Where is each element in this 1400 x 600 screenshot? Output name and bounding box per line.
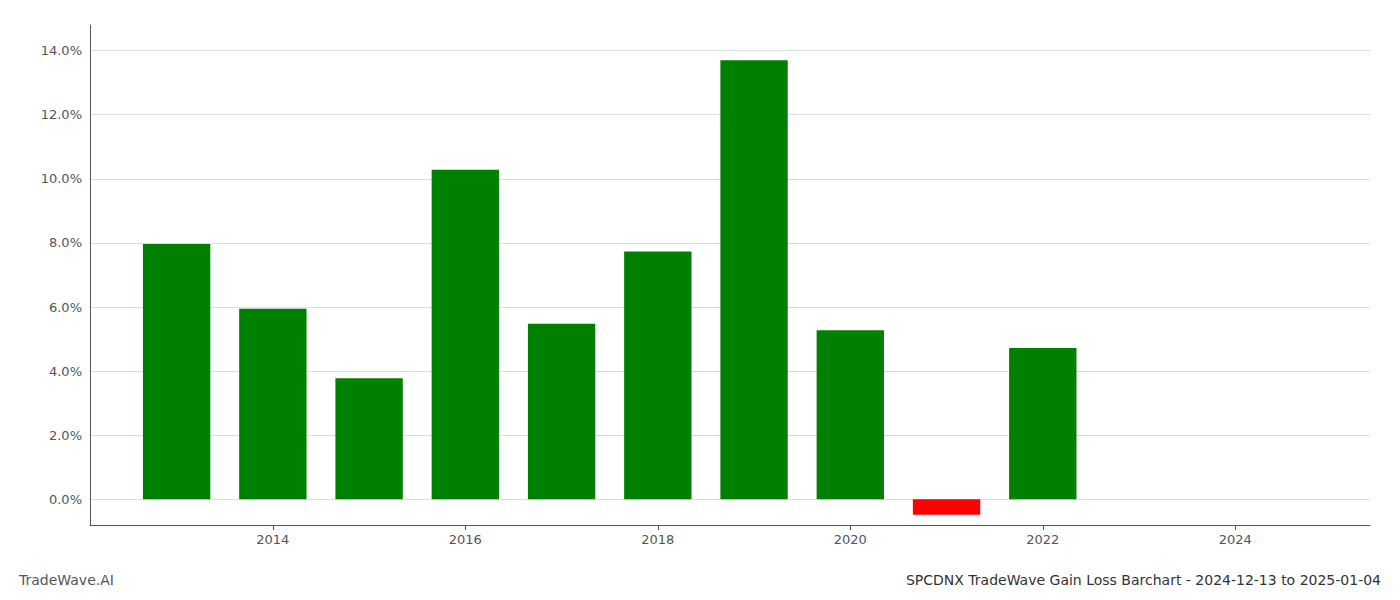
- svg-text:4.0%: 4.0%: [49, 364, 82, 379]
- svg-text:2024: 2024: [1219, 532, 1252, 547]
- svg-text:14.0%: 14.0%: [41, 43, 82, 58]
- svg-text:2014: 2014: [256, 532, 289, 547]
- svg-text:8.0%: 8.0%: [49, 235, 82, 250]
- svg-text:2018: 2018: [641, 532, 674, 547]
- svg-text:2020: 2020: [834, 532, 867, 547]
- svg-text:2022: 2022: [1026, 532, 1059, 547]
- svg-text:2016: 2016: [449, 532, 482, 547]
- svg-text:SPCDNX TradeWave Gain Loss Bar: SPCDNX TradeWave Gain Loss Barchart - 20…: [906, 572, 1381, 588]
- svg-text:6.0%: 6.0%: [49, 300, 82, 315]
- svg-text:12.0%: 12.0%: [41, 107, 82, 122]
- svg-text:0.0%: 0.0%: [49, 492, 82, 507]
- svg-text:2.0%: 2.0%: [49, 428, 82, 443]
- svg-text:TradeWave.AI: TradeWave.AI: [18, 572, 114, 588]
- svg-text:10.0%: 10.0%: [41, 171, 82, 186]
